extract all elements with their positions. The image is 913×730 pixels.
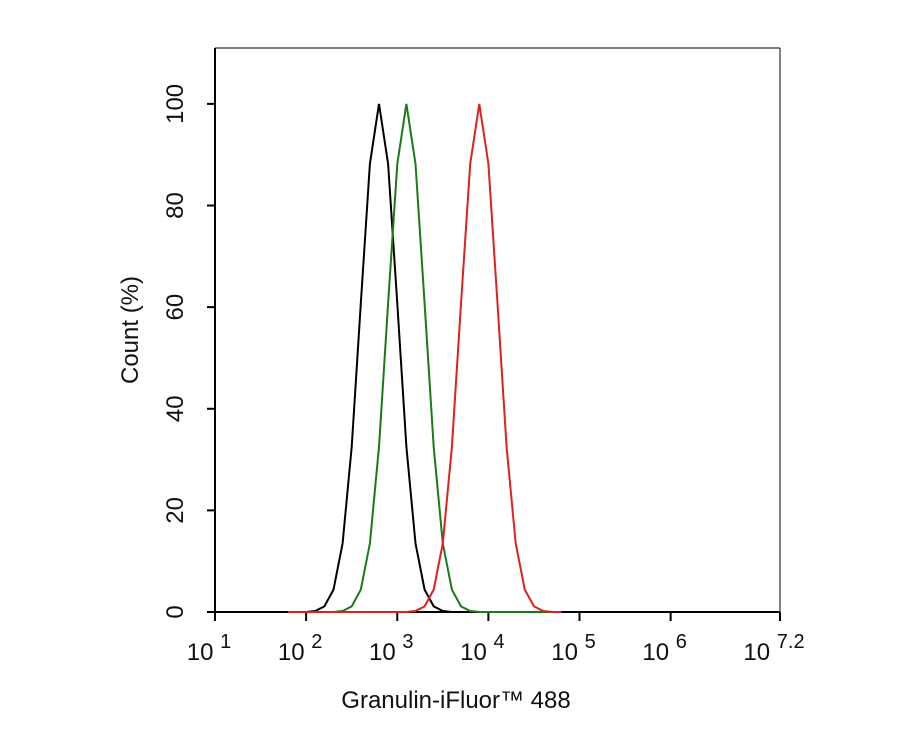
x-tick-label: 10 3	[369, 631, 414, 666]
x-tick-label: 10 2	[278, 631, 323, 666]
x-tick-label: 10 4	[460, 631, 505, 666]
x-tick-label: 10 1	[187, 631, 232, 666]
y-tick-label: 40	[162, 395, 189, 422]
y-tick-label: 20	[162, 497, 189, 524]
histogram-line	[287, 103, 562, 613]
y-tick-label: 100	[162, 84, 189, 124]
y-tick-label: 0	[162, 605, 189, 618]
x-tick-label: 10 7.2	[743, 631, 804, 666]
x-axis-label: Granulin-iFluor™ 488	[341, 687, 570, 714]
x-tick-label: 10 5	[551, 631, 596, 666]
histogram-line	[287, 103, 562, 613]
y-tick-label: 80	[162, 192, 189, 219]
y-axis-label: Count (%)	[117, 276, 144, 384]
y-tick-label: 60	[162, 294, 189, 321]
x-tick-label: 10 6	[642, 631, 687, 666]
histogram-line	[287, 103, 562, 613]
